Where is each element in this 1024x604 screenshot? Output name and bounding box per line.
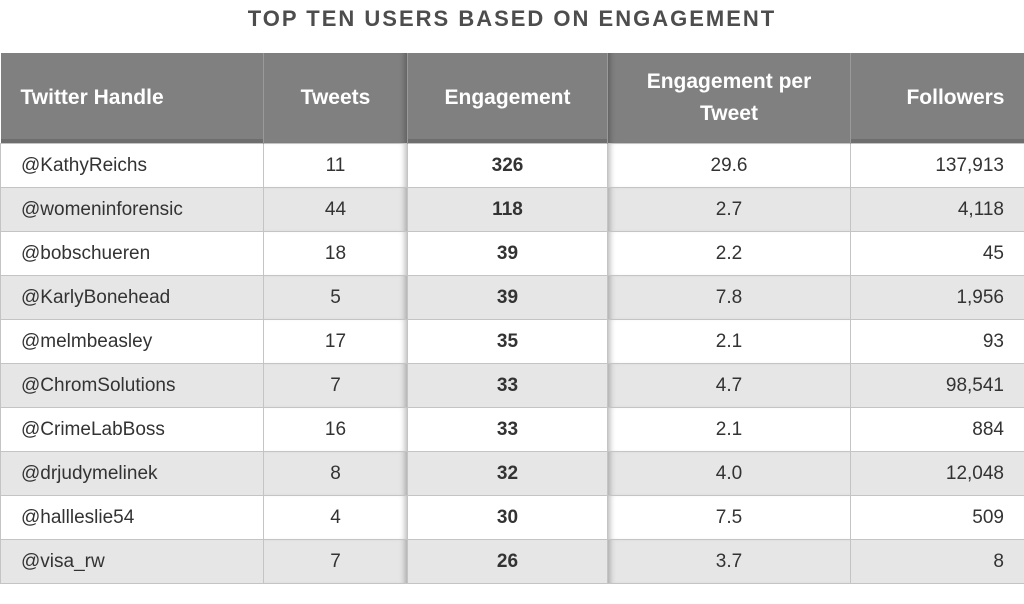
cell-engagement: 30 — [407, 495, 608, 540]
cell-engagement: 39 — [407, 275, 608, 320]
table-row: @melmbeasley 17 35 2.1 93 — [0, 319, 1024, 364]
cell-followers: 137,913 — [850, 143, 1024, 188]
cell-engagement-per-tweet: 2.2 — [607, 231, 851, 276]
cell-followers: 884 — [850, 407, 1024, 452]
cell-tweets: 16 — [263, 407, 408, 452]
cell-followers: 4,118 — [850, 187, 1024, 232]
table-row: @bobschueren 18 39 2.2 45 — [0, 231, 1024, 276]
cell-engagement-per-tweet: 7.8 — [607, 275, 851, 320]
cell-handle: @bobschueren — [0, 231, 264, 276]
cell-handle: @CrimeLabBoss — [0, 407, 264, 452]
cell-engagement: 33 — [407, 363, 608, 408]
column-header-tweets: Tweets — [263, 53, 408, 144]
cell-followers: 98,541 — [850, 363, 1024, 408]
cell-engagement: 118 — [407, 187, 608, 232]
cell-tweets: 44 — [263, 187, 408, 232]
cell-engagement: 32 — [407, 451, 608, 496]
cell-engagement-per-tweet: 7.5 — [607, 495, 851, 540]
cell-followers: 12,048 — [850, 451, 1024, 496]
table-row: @womeninforensic 44 118 2.7 4,118 — [0, 187, 1024, 232]
cell-engagement: 33 — [407, 407, 608, 452]
header-row: Twitter Handle Tweets Engagement Engagem… — [0, 53, 1024, 144]
cell-engagement: 326 — [407, 143, 608, 188]
cell-tweets: 5 — [263, 275, 408, 320]
cell-followers: 1,956 — [850, 275, 1024, 320]
cell-tweets: 4 — [263, 495, 408, 540]
cell-engagement-per-tweet: 2.7 — [607, 187, 851, 232]
cell-engagement-per-tweet: 29.6 — [607, 143, 851, 188]
cell-handle: @visa_rw — [0, 539, 264, 584]
cell-engagement-per-tweet: 4.7 — [607, 363, 851, 408]
cell-followers: 45 — [850, 231, 1024, 276]
cell-tweets: 11 — [263, 143, 408, 188]
cell-followers: 93 — [850, 319, 1024, 364]
cell-handle: @drjudymelinek — [0, 451, 264, 496]
cell-engagement: 39 — [407, 231, 608, 276]
cell-followers: 8 — [850, 539, 1024, 584]
table-row: @CrimeLabBoss 16 33 2.1 884 — [0, 407, 1024, 452]
table-row: @KathyReichs 11 326 29.6 137,913 — [0, 143, 1024, 188]
cell-engagement-per-tweet: 2.1 — [607, 319, 851, 364]
cell-handle: @melmbeasley — [0, 319, 264, 364]
cell-engagement: 26 — [407, 539, 608, 584]
cell-tweets: 7 — [263, 363, 408, 408]
cell-engagement-per-tweet: 4.0 — [607, 451, 851, 496]
table-body: @KathyReichs 11 326 29.6 137,913 @womeninfore… — [0, 143, 1024, 584]
table-title: TOP TEN USERS BASED ON ENGAGEMENT — [247, 6, 777, 31]
cell-tweets: 8 — [263, 451, 408, 496]
cell-tweets: 18 — [263, 231, 408, 276]
table-row: @KarlyBonehead 5 39 7.8 1,956 — [0, 275, 1024, 320]
table-row: @drjudymelinek 8 32 4.0 12,048 — [0, 451, 1024, 496]
cell-engagement: 35 — [407, 319, 608, 364]
column-header-engagement: Engagement — [407, 53, 608, 144]
cell-tweets: 7 — [263, 539, 408, 584]
cell-handle: @womeninforensic — [0, 187, 264, 232]
engagement-table: Twitter Handle Tweets Engagement Engagem… — [0, 53, 1024, 584]
table-row: @ChromSolutions 7 33 4.7 98,541 — [0, 363, 1024, 408]
column-header-handle: Twitter Handle — [0, 53, 264, 144]
cell-handle: @hallleslie54 — [0, 495, 264, 540]
cell-handle: @KathyReichs — [0, 143, 264, 188]
table-row: @visa_rw 7 26 3.7 8 — [0, 539, 1024, 584]
cell-handle: @ChromSolutions — [0, 363, 264, 408]
column-header-engagement-per-tweet: Engagement per Tweet — [607, 53, 851, 144]
column-header-followers: Followers — [850, 53, 1024, 144]
cell-engagement-per-tweet: 3.7 — [607, 539, 851, 584]
cell-tweets: 17 — [263, 319, 408, 364]
table-row: @hallleslie54 4 30 7.5 509 — [0, 495, 1024, 540]
cell-handle: @KarlyBonehead — [0, 275, 264, 320]
cell-engagement-per-tweet: 2.1 — [607, 407, 851, 452]
cell-followers: 509 — [850, 495, 1024, 540]
